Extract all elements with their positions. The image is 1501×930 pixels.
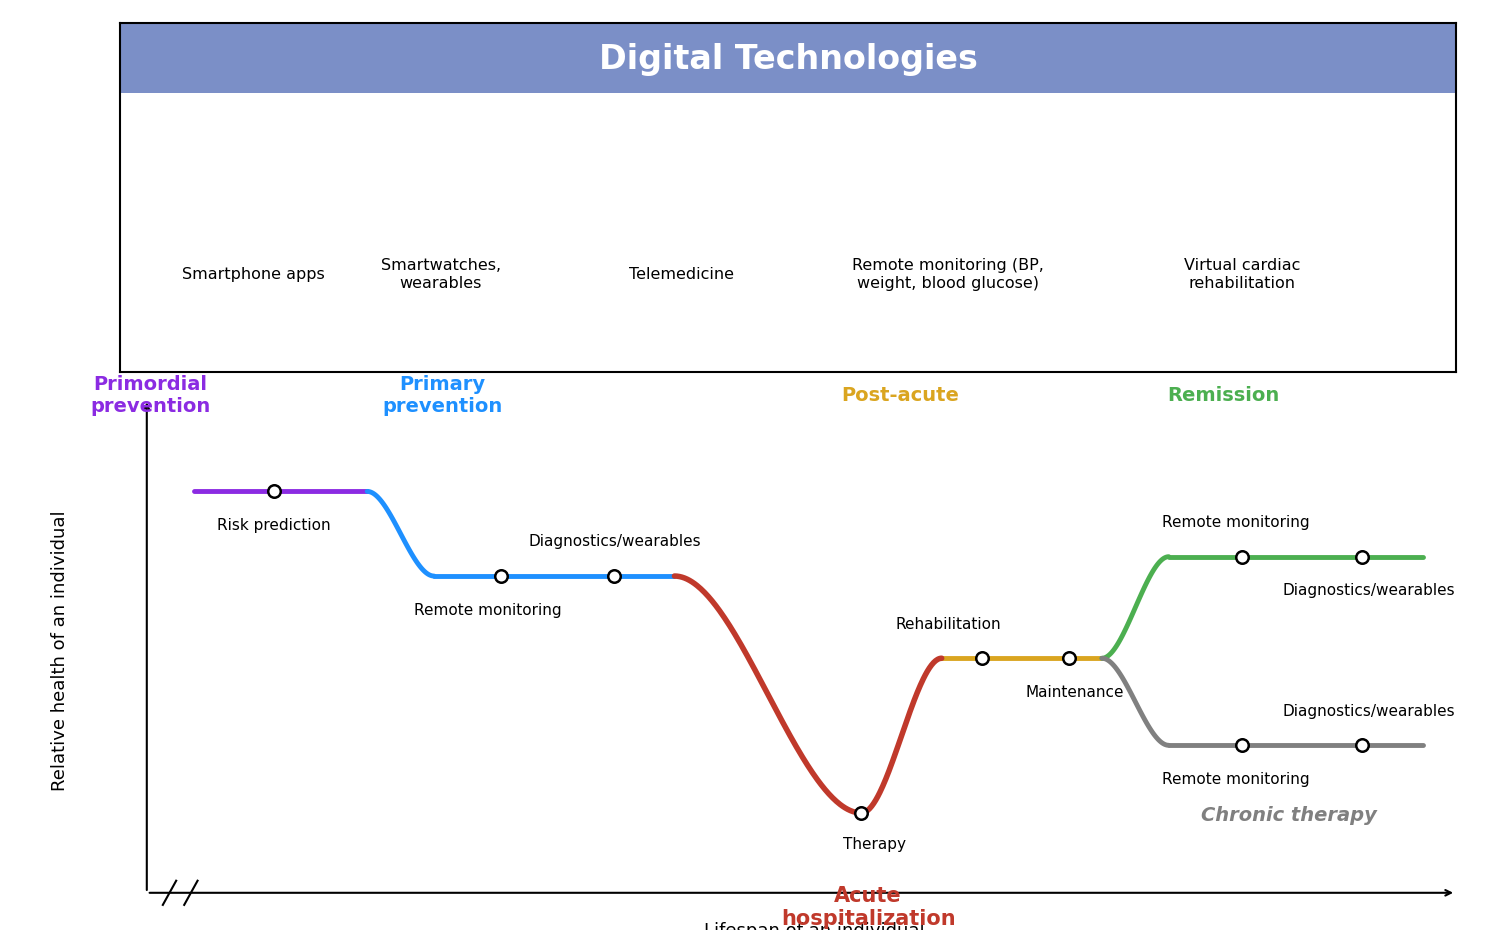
Text: Remote monitoring: Remote monitoring (1162, 772, 1309, 787)
Text: Smartphone apps: Smartphone apps (182, 267, 326, 282)
Text: Diagnostics/wearables: Diagnostics/wearables (528, 535, 701, 550)
Text: Rehabilitation: Rehabilitation (896, 617, 1001, 631)
Text: Telemedicine: Telemedicine (629, 267, 734, 282)
Text: Remote monitoring (BP,
weight, blood glucose): Remote monitoring (BP, weight, blood glu… (853, 259, 1045, 290)
Text: Risk prediction: Risk prediction (218, 518, 330, 533)
Text: Relative health of an individual: Relative health of an individual (51, 511, 69, 791)
Text: Maintenance: Maintenance (1027, 684, 1124, 700)
Text: Diagnostics/wearables: Diagnostics/wearables (1283, 583, 1456, 598)
Text: Post-acute: Post-acute (842, 386, 959, 405)
Text: Lifespan of an individual: Lifespan of an individual (704, 923, 925, 930)
Text: Virtual cardiac
rehabilitation: Virtual cardiac rehabilitation (1184, 259, 1300, 290)
Text: Acute
hospitalization: Acute hospitalization (781, 885, 956, 929)
Text: Remote monitoring: Remote monitoring (414, 603, 561, 618)
Text: Remission: Remission (1168, 386, 1279, 405)
Text: Remote monitoring: Remote monitoring (1162, 515, 1309, 530)
Text: Chronic therapy: Chronic therapy (1201, 806, 1376, 825)
Text: Digital Technologies: Digital Technologies (599, 44, 977, 76)
Text: Primordial
prevention: Primordial prevention (90, 375, 210, 416)
Text: Diagnostics/wearables: Diagnostics/wearables (1283, 704, 1456, 719)
Text: Therapy: Therapy (844, 837, 907, 852)
Bar (120, 23, 1456, 93)
Text: Primary
prevention: Primary prevention (383, 375, 503, 416)
Text: Smartwatches,
wearables: Smartwatches, wearables (381, 259, 501, 290)
